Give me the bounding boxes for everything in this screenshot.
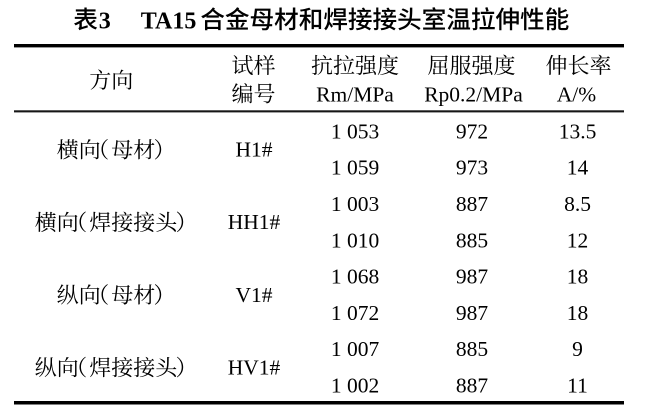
svg-text:18: 18: [567, 301, 589, 325]
svg-text:1 068: 1 068: [331, 265, 379, 289]
svg-text:18: 18: [567, 265, 589, 289]
svg-text:885: 885: [456, 228, 488, 252]
svg-text:TA15: TA15: [141, 8, 197, 34]
svg-text:887: 887: [456, 374, 489, 398]
svg-text:987: 987: [456, 301, 489, 325]
svg-text:1 059: 1 059: [331, 156, 379, 180]
svg-text:14: 14: [567, 156, 589, 180]
svg-text:987: 987: [456, 265, 489, 289]
svg-text:V1#: V1#: [235, 283, 272, 307]
svg-text:Rp0.2/MPa: Rp0.2/MPa: [424, 82, 523, 106]
svg-text:13.5: 13.5: [559, 119, 597, 143]
svg-text:HH1#: HH1#: [228, 210, 281, 234]
svg-text:972: 972: [456, 119, 488, 143]
svg-text:12: 12: [567, 228, 589, 252]
svg-text:1 010: 1 010: [331, 228, 379, 252]
svg-text:H1#: H1#: [235, 138, 272, 162]
svg-text:1 053: 1 053: [331, 119, 379, 143]
svg-text:3: 3: [99, 8, 111, 34]
svg-text:A/%: A/%: [557, 82, 597, 106]
svg-text:HV1#: HV1#: [228, 355, 281, 379]
svg-text:1 003: 1 003: [331, 192, 379, 216]
svg-text:1 007: 1 007: [331, 337, 380, 361]
svg-text:887: 887: [456, 192, 489, 216]
svg-text:Rm/MPa: Rm/MPa: [316, 82, 394, 106]
svg-text:1 002: 1 002: [331, 374, 379, 398]
svg-text:1 072: 1 072: [331, 301, 379, 325]
svg-text:885: 885: [456, 337, 488, 361]
svg-text:973: 973: [456, 156, 488, 180]
svg-text:9: 9: [572, 337, 583, 361]
svg-text:11: 11: [567, 374, 588, 398]
svg-text:8.5: 8.5: [564, 192, 591, 216]
